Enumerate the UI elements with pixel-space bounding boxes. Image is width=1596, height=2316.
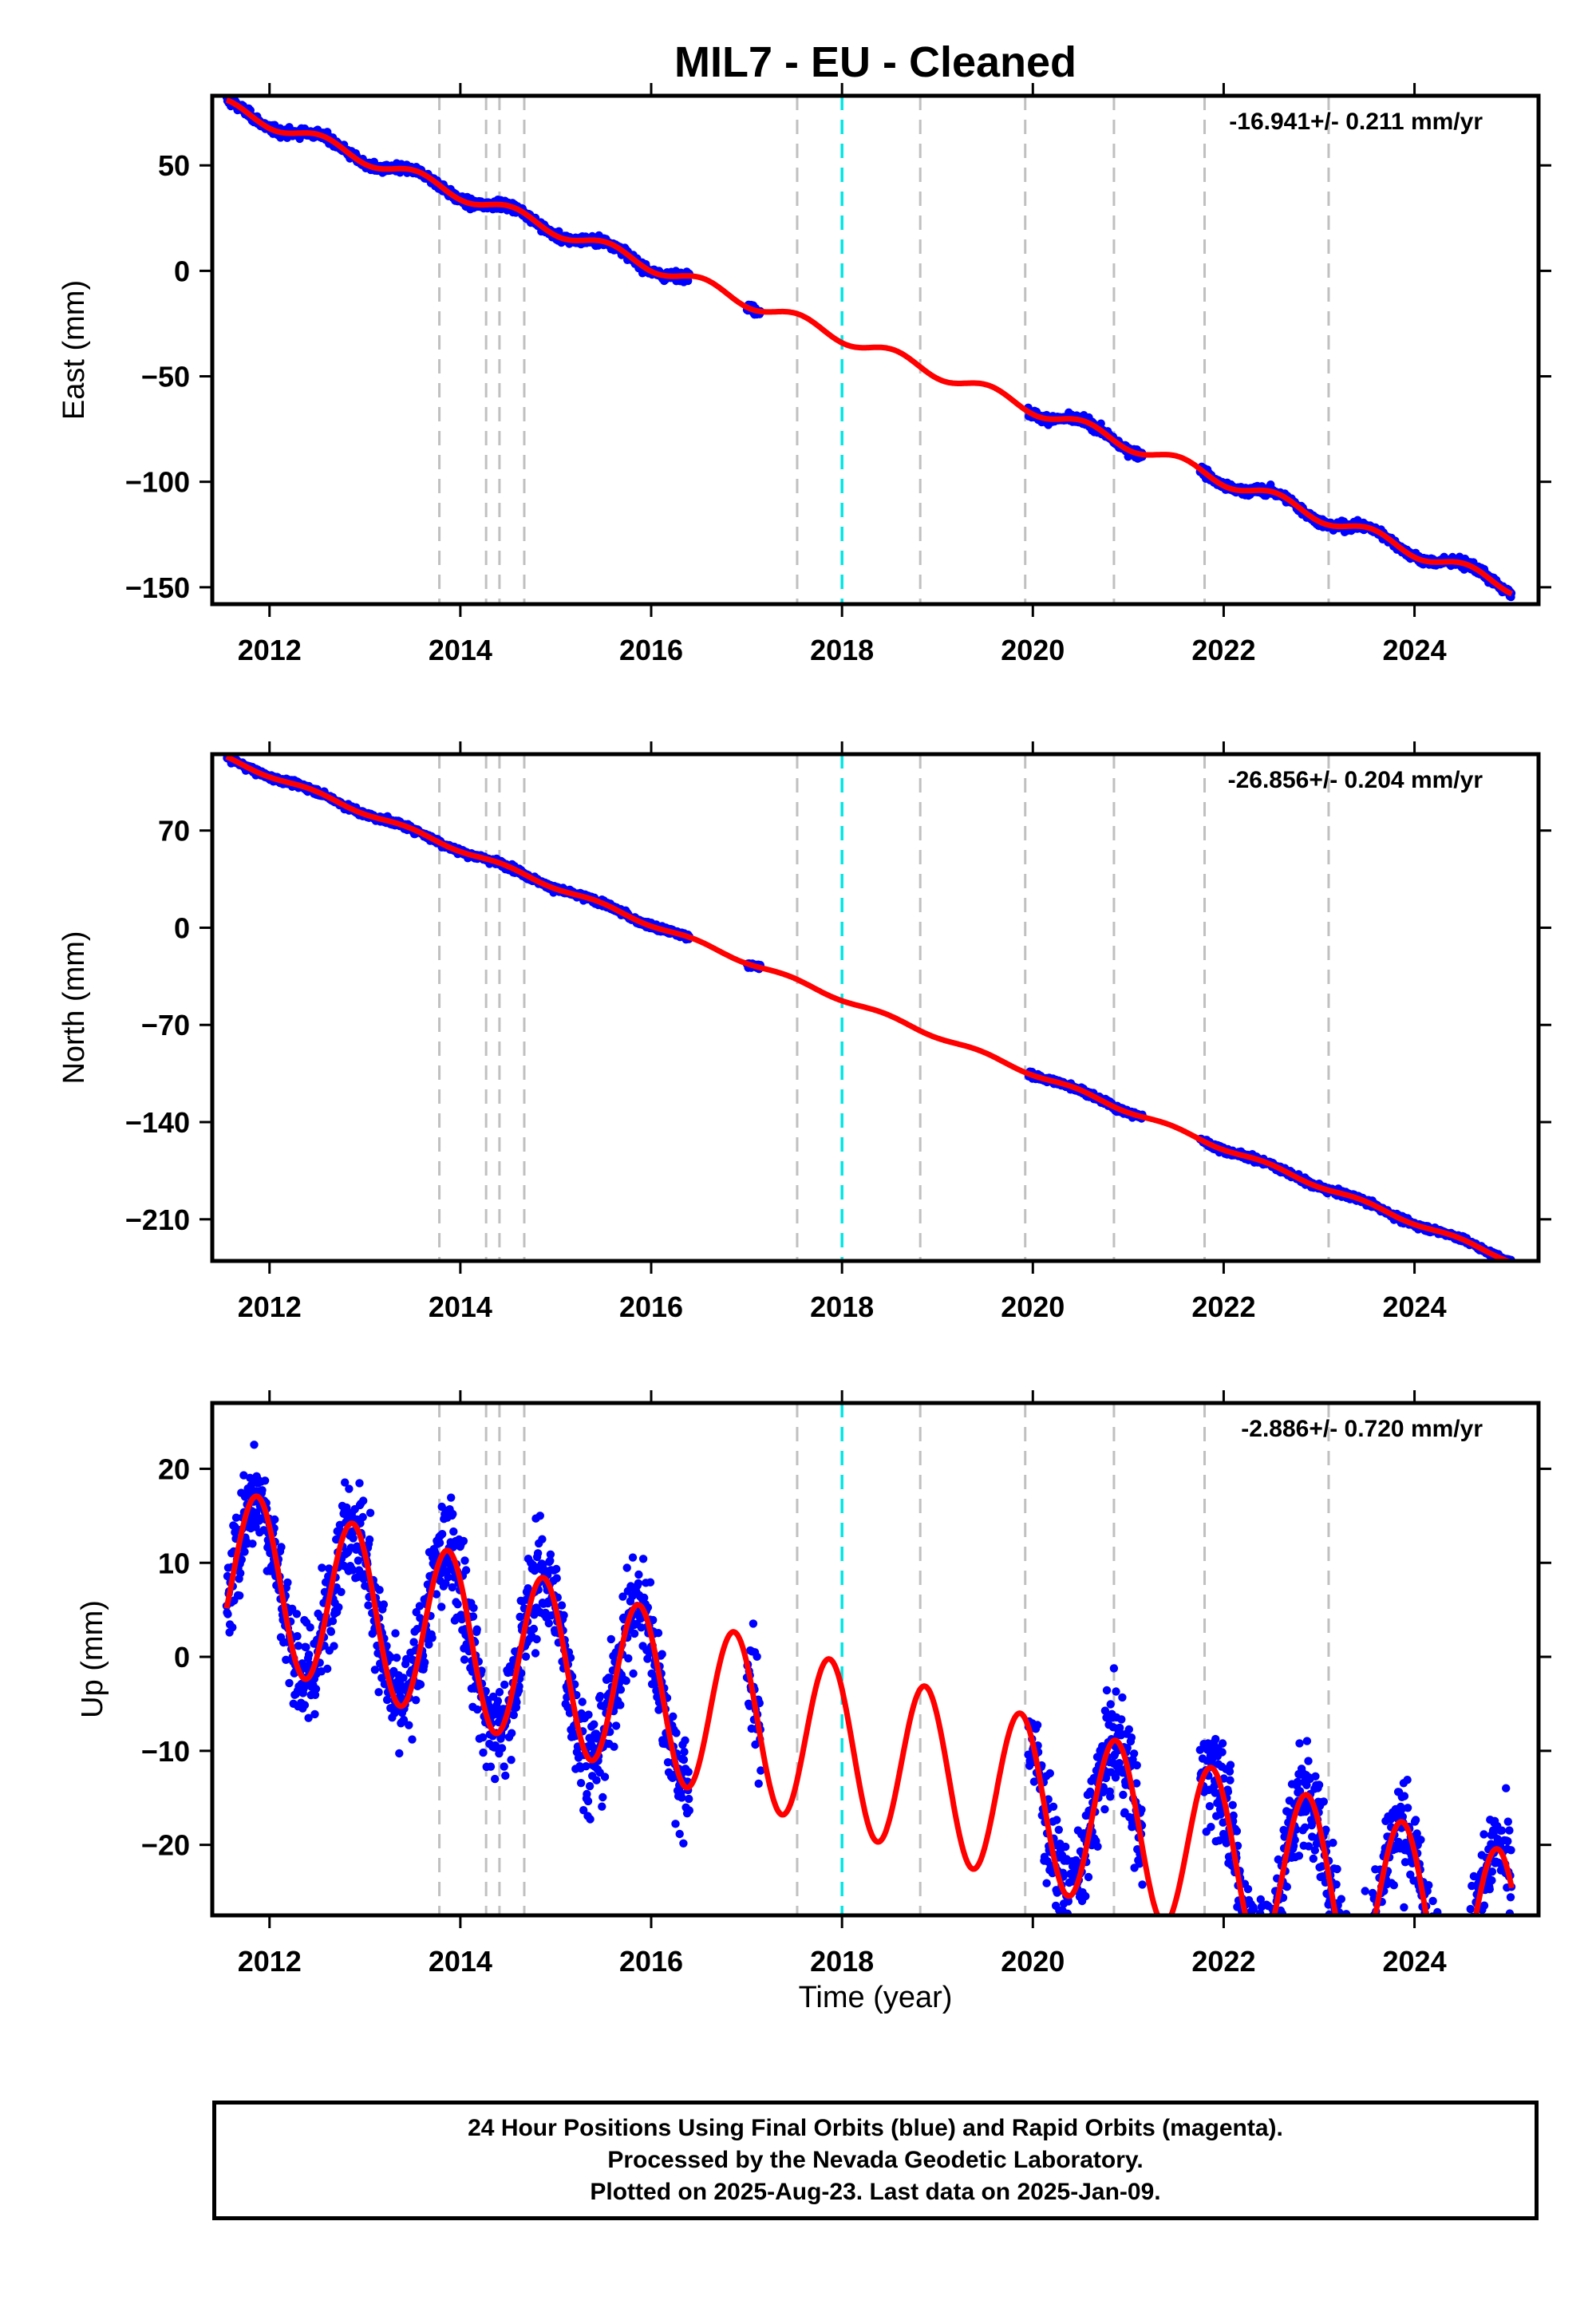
data-point [364,1601,373,1610]
data-point [428,1634,437,1642]
data-point [337,1587,346,1597]
data-point [438,1530,447,1539]
y-axis-label: East (mm) [57,280,91,420]
data-point [283,1578,292,1587]
x-tick-label: 2012 [238,1290,302,1323]
data-point [435,1539,444,1547]
data-point [300,1701,310,1709]
data-point [258,1486,267,1495]
y-tick-label: −100 [125,466,190,499]
y-tick-label: 50 [158,149,190,182]
data-point [330,1642,338,1650]
x-tick-label: 2020 [1001,634,1065,666]
data-point [228,1623,237,1632]
data-point [374,1688,383,1697]
data-point [240,1547,249,1556]
data-point [391,1629,400,1638]
x-tick-label: 2012 [238,634,302,666]
y-tick-label: 0 [174,255,190,287]
x-tick-label: 2024 [1383,634,1447,666]
model-fit-line [225,97,1514,597]
data-point [223,1610,232,1618]
x-tick-label: 2014 [429,1290,492,1323]
panels-group: 2012 2014 2016 2018 2020 2022 2024 50 0 −50 −100 −1… [57,83,1551,2014]
data-point [412,1696,421,1705]
data-point [260,1476,270,1485]
data-point [323,1664,332,1674]
x-tick-label: 2022 [1191,1290,1255,1323]
y-axis-label: North (mm) [57,931,91,1084]
chart-title: MIL7 - EU - Cleaned [674,38,1077,86]
x-tick-label: 2016 [619,634,683,666]
data-point [392,1654,401,1662]
data-point [326,1627,336,1636]
y-tick-label: 0 [174,911,190,944]
data-point [395,1749,404,1758]
panel-3: 2012 2014 2016 2018 2020 2022 202420100−10−20U… [76,1390,1551,1978]
data-point [354,1556,363,1565]
x-tick-label: 2016 [619,1290,683,1323]
x-tick-label: 2024 [1383,1290,1447,1323]
x-tick-label: 2018 [810,634,874,666]
data-point [358,1512,367,1522]
data-point [304,1650,314,1659]
data-point [375,1586,384,1595]
model-fit-line [225,754,1513,1261]
data-point [349,1534,358,1543]
x-tick-label: 2020 [1001,1290,1065,1323]
data-point [292,1610,302,1618]
rate-label: -26.856+/- 0.204 mm/yr [1228,767,1483,793]
data-point [449,1527,458,1536]
y-tick-label: −150 [125,571,190,604]
data-point [365,1535,374,1544]
data-point [421,1658,429,1667]
panel-2: 2012 2014 2016 2018 2020 2022 2024 70 0 −70 −140 −2… [57,741,1551,1323]
y-tick-label: 70 [158,815,190,848]
y-tick-label: −70 [141,1009,190,1041]
data-point [310,1709,319,1719]
panel-1: 2012 2014 2016 2018 2020 2022 2024 50 0 −50 −100 −1… [57,83,1551,666]
data-point [448,1509,457,1519]
x-tick-label: 2022 [1191,634,1255,666]
data-point [408,1735,417,1744]
data-point [311,1685,321,1694]
data-point [302,1642,310,1652]
data-point [306,1623,314,1632]
y-tick-label: −50 [141,361,190,393]
data-point [379,1600,389,1609]
y-tick-label: −140 [125,1106,190,1139]
data-point [248,1539,257,1548]
data-point [277,1543,286,1551]
data-point [453,1600,462,1609]
data-point [345,1484,354,1493]
y-tick-label: −210 [125,1203,190,1236]
data-point [437,1603,446,1611]
data-point [235,1591,244,1600]
data-point [334,1603,343,1612]
data-point [328,1617,338,1626]
data-point [293,1632,302,1641]
data-point [285,1678,294,1688]
data-point [250,1441,259,1449]
data-point [271,1515,279,1524]
rate-label: -16.941+/- 0.211 mm/yr [1229,109,1483,135]
x-tick-label: 2014 [429,634,492,666]
data-point [416,1680,425,1689]
data-point [359,1496,368,1505]
data-point [355,1479,364,1488]
data-point [365,1508,375,1517]
data-point [318,1563,326,1572]
data-point [405,1721,413,1729]
x-tick-label: 2018 [810,1290,874,1323]
data-point [447,1493,456,1502]
data-point [236,1569,245,1578]
